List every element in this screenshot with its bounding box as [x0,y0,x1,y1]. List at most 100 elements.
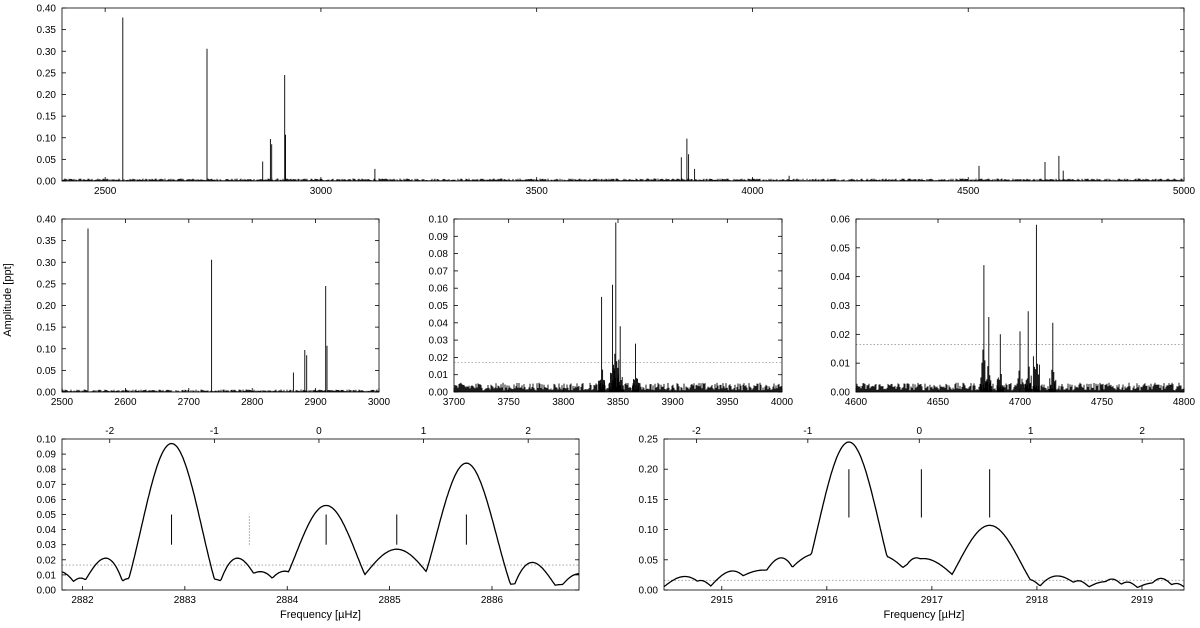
top-tick-label: 2 [1139,426,1145,437]
panel-zoom-3700-4000: 0.00 0.01 0.02 0.03 0.04 0.05 0.06 0.07 0.08 0.09… [429,215,794,409]
y-tick-label: 0.20 [37,90,57,101]
x-tick-label: 3950 [716,397,739,408]
x-tick-label: 4000 [741,186,764,197]
panel-multiplet-2917: 0.00 0.05 0.10 0.15 0.20 0.25 2915 2916 2917 2918… [639,426,1185,621]
plot-frame [61,218,380,393]
x-tick-label: 2918 [1026,595,1049,606]
x-tick-label: 2600 [114,397,137,408]
y-tick-label: 0.04 [429,318,449,329]
y-tick-label: 0.05 [37,510,57,521]
x-tick-label: 2883 [174,595,197,606]
y-tick-label: 0.07 [37,480,57,491]
y-tick-label: 0.01 [37,570,57,581]
y-tick-label: 0.02 [37,555,57,566]
y-tick-label: 0.06 [37,495,57,506]
y-tick-label: 0.40 [37,215,57,226]
y-tick-label: 0.08 [429,249,449,260]
top-tick-label: -2 [692,426,701,437]
y-tick-label: 0.06 [429,284,449,295]
y-tick-label: 0.08 [37,465,57,476]
y-tick-label: 0.05 [639,555,659,566]
y-tick-label: 0.35 [37,25,57,36]
x-axis-label: Frequency [µHz] [884,609,965,621]
y-tick-label: 0.10 [37,133,57,144]
panel-zoom-2500-3000: 0.00 0.05 0.10 0.15 0.20 0.25 0.30 0.35 0.40 2500… [37,215,391,409]
x-tick-label: 4800 [1173,397,1196,408]
y-tick-label: 0.15 [37,323,57,334]
y-tick-label: 0.30 [37,258,57,269]
x-tick-label: 3850 [607,397,630,408]
y-tick-label: 0.00 [37,177,57,188]
amplitude-spectrum [664,441,1184,589]
x-tick-label: 4500 [957,186,980,197]
x-tick-label: 4650 [927,397,950,408]
x-tick-label: 4600 [845,397,868,408]
x-tick-label: 2500 [94,186,117,197]
y-tick-label: 0.07 [429,266,449,277]
y-tick-label: 0.09 [37,450,57,461]
panel-multiplet-2884: 0.00 0.01 0.02 0.03 0.04 0.05 0.06 0.07 0.08 0.09… [37,426,580,621]
top-tick-label: 2 [525,426,531,437]
y-tick-label: 0.02 [831,330,851,341]
top-tick-label: 1 [421,426,427,437]
x-tick-label: 2915 [711,595,734,606]
y-tick-label: 0.05 [429,301,449,312]
x-tick-label: 4750 [1091,397,1114,408]
x-tick-label: 3000 [368,397,391,408]
y-tick-label: 0.06 [831,215,851,226]
y-tick-label: 0.35 [37,236,57,247]
y-tick-label: 0.30 [37,47,57,58]
x-tick-label: 5000 [1173,186,1196,197]
y-tick-label: 0.25 [37,68,57,79]
amplitude-spectrum [62,17,1184,181]
x-tick-label: 2886 [481,595,504,606]
x-tick-label: 2700 [178,397,201,408]
plot-frame [61,7,1185,182]
x-tick-label: 3750 [498,397,521,408]
x-tick-label: 2882 [71,595,94,606]
y-tick-label: 0.10 [429,215,449,226]
y-tick-label: 0.00 [37,586,57,597]
plot-frame [61,438,580,591]
y-tick-label: 0.04 [831,272,851,283]
y-tick-label: 0.09 [429,232,449,243]
top-tick-label: -2 [105,426,114,437]
x-tick-label: 2884 [276,595,299,606]
x-axis-label: Frequency [µHz] [280,609,361,621]
x-tick-label: 3800 [552,397,575,408]
y-tick-label: 0.00 [37,388,57,399]
top-tick-label: 1 [1028,426,1034,437]
y-tick-label: 0.10 [37,435,57,446]
x-tick-label: 2916 [816,595,839,606]
x-tick-label: 2917 [921,595,944,606]
x-tick-label: 2500 [51,397,74,408]
y-axis-label: Amplitude [ppt] [2,263,14,336]
x-tick-label: 3700 [443,397,466,408]
x-tick-label: 4700 [1009,397,1032,408]
plot-frame [453,218,783,393]
x-tick-label: 2885 [378,595,401,606]
x-tick-label: 3500 [526,186,549,197]
y-tick-label: 0.15 [639,495,659,506]
y-tick-label: 0.10 [639,525,659,536]
amplitude-spectrum [62,228,379,392]
panel-zoom-4600-4800: 0.00 0.01 0.02 0.03 0.04 0.05 0.06 4600 4650 4700… [831,215,1196,409]
panel-overview: 0.00 0.05 0.10 0.15 0.20 0.25 0.30 0.35 0.40 2500… [37,4,1196,198]
y-tick-label: 0.40 [37,4,57,15]
top-tick-label: -1 [803,426,812,437]
y-tick-label: 0.15 [37,112,57,123]
y-tick-label: 0.03 [831,301,851,312]
y-tick-label: 0.25 [639,435,659,446]
y-tick-label: 0.05 [37,366,57,377]
panels: 0.000.050.100.150.200.250.300.350.402500… [37,4,1196,622]
y-tick-label: 0.04 [37,525,57,536]
plot-frame [663,438,1185,591]
amplitude-spectrum [62,442,579,586]
y-tick-label: 0.20 [37,301,57,312]
y-tick-label: 0.02 [429,353,449,364]
y-tick-label: 0.00 [639,586,659,597]
top-tick-label: -1 [210,426,219,437]
y-tick-label: 0.00 [429,388,449,399]
x-tick-label: 2919 [1131,595,1154,606]
